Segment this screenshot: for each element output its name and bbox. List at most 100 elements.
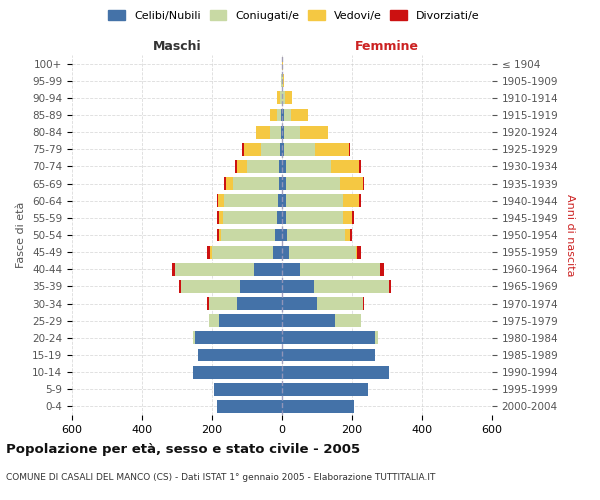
Bar: [277, 92, 282, 104]
Bar: [282, 314, 361, 327]
Bar: [273, 246, 282, 258]
Bar: [282, 332, 375, 344]
Bar: [282, 400, 354, 413]
Bar: [209, 297, 282, 310]
Bar: [193, 332, 282, 344]
Bar: [282, 177, 364, 190]
Bar: [278, 160, 282, 173]
Bar: [217, 400, 282, 413]
Bar: [282, 74, 283, 87]
Bar: [282, 280, 314, 293]
Bar: [280, 92, 282, 104]
Bar: [236, 297, 282, 310]
Bar: [242, 143, 282, 156]
Bar: [282, 108, 284, 122]
Bar: [193, 332, 282, 344]
Bar: [244, 143, 282, 156]
Bar: [282, 74, 284, 87]
Bar: [282, 160, 361, 173]
Bar: [282, 280, 389, 293]
Bar: [282, 332, 378, 344]
Bar: [193, 332, 282, 344]
Bar: [198, 348, 282, 362]
Bar: [282, 366, 389, 378]
Bar: [282, 383, 368, 396]
Bar: [282, 126, 328, 138]
Bar: [221, 228, 282, 241]
Bar: [281, 74, 282, 87]
Bar: [224, 194, 282, 207]
Bar: [256, 126, 282, 138]
Bar: [281, 126, 282, 138]
Bar: [282, 160, 359, 173]
Bar: [282, 297, 362, 310]
Bar: [282, 143, 315, 156]
Bar: [198, 348, 282, 362]
Bar: [270, 108, 282, 122]
Bar: [282, 92, 285, 104]
Bar: [282, 246, 289, 258]
Bar: [175, 263, 282, 276]
Bar: [282, 348, 375, 362]
Bar: [219, 314, 282, 327]
Bar: [282, 246, 361, 258]
Bar: [282, 126, 328, 138]
Bar: [282, 383, 368, 396]
Bar: [282, 332, 378, 344]
Bar: [282, 57, 283, 70]
Bar: [278, 177, 282, 190]
Bar: [282, 314, 361, 327]
Bar: [208, 246, 282, 258]
Bar: [282, 263, 383, 276]
Bar: [256, 126, 282, 138]
Bar: [282, 194, 343, 207]
Bar: [219, 212, 282, 224]
Bar: [209, 297, 282, 310]
Bar: [217, 400, 282, 413]
Bar: [282, 57, 283, 70]
Bar: [282, 348, 375, 362]
Bar: [282, 400, 354, 413]
Bar: [282, 212, 354, 224]
Bar: [193, 366, 282, 378]
Bar: [270, 108, 282, 122]
Bar: [282, 383, 368, 396]
Bar: [207, 297, 282, 310]
Bar: [282, 143, 349, 156]
Bar: [261, 143, 282, 156]
Bar: [254, 263, 282, 276]
Bar: [282, 126, 284, 138]
Bar: [282, 366, 389, 378]
Bar: [181, 280, 282, 293]
Bar: [218, 194, 282, 207]
Bar: [194, 332, 282, 344]
Bar: [282, 160, 331, 173]
Bar: [282, 263, 299, 276]
Bar: [209, 314, 282, 327]
Bar: [281, 74, 282, 87]
Bar: [277, 92, 282, 104]
Bar: [179, 280, 282, 293]
Bar: [282, 92, 292, 104]
Bar: [282, 332, 378, 344]
Bar: [282, 228, 352, 241]
Bar: [217, 400, 282, 413]
Bar: [282, 126, 299, 138]
Bar: [282, 160, 286, 173]
Bar: [236, 160, 282, 173]
Bar: [193, 366, 282, 378]
Bar: [247, 160, 282, 173]
Bar: [282, 348, 375, 362]
Bar: [282, 194, 286, 207]
Bar: [214, 383, 282, 396]
Bar: [282, 366, 389, 378]
Bar: [223, 212, 282, 224]
Bar: [282, 263, 380, 276]
Bar: [282, 383, 368, 396]
Bar: [282, 177, 286, 190]
Bar: [282, 280, 391, 293]
Bar: [282, 228, 287, 241]
Bar: [282, 108, 308, 122]
Bar: [282, 108, 291, 122]
Bar: [281, 74, 282, 87]
